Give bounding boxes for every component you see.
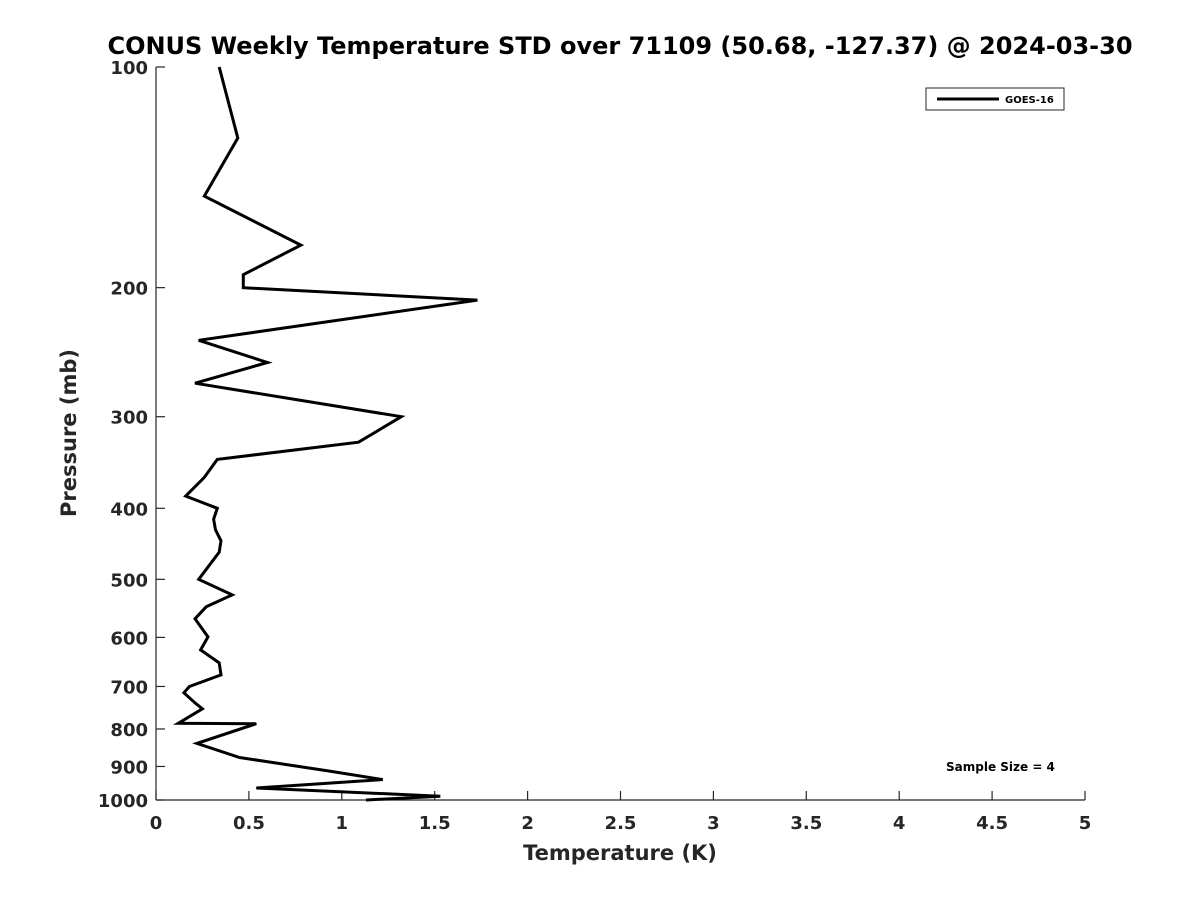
y-tick-label: 600: [110, 628, 148, 649]
x-tick-label: 1.5: [419, 813, 451, 834]
x-tick-label: 4: [893, 813, 906, 834]
y-tick-label: 900: [110, 757, 148, 778]
x-tick-label: 3: [707, 813, 720, 834]
y-tick-label: 700: [110, 677, 148, 698]
x-axis-label: Temperature (K): [523, 841, 717, 865]
x-tick-label: 4.5: [976, 813, 1008, 834]
sample-size-annotation: Sample Size = 4: [946, 760, 1055, 774]
x-axis-ticks: 0 0.5 1 1.5 2 2.5 3 3.5 4 4.5 5: [150, 791, 1092, 834]
x-tick-label: 1: [336, 813, 349, 834]
x-tick-label: 2: [521, 813, 534, 834]
chart-title: CONUS Weekly Temperature STD over 71109 …: [107, 32, 1132, 60]
y-tick-label: 1000: [98, 791, 148, 812]
plot-background: [156, 67, 1085, 800]
y-tick-label: 200: [110, 279, 148, 300]
x-tick-label: 5: [1079, 813, 1092, 834]
y-tick-label: 300: [110, 408, 148, 429]
y-tick-label: 400: [110, 499, 148, 520]
x-tick-label: 0.5: [233, 813, 265, 834]
legend-entry-goes-16: GOES-16: [1005, 95, 1054, 106]
y-tick-label: 800: [110, 720, 148, 741]
y-tick-label: 100: [110, 58, 148, 79]
y-axis-label: Pressure (mb): [57, 349, 81, 517]
plot-area: [156, 67, 1085, 800]
series-line-goes-16: [172, 66, 478, 802]
legend: GOES-16: [925, 87, 1065, 111]
x-tick-label: 3.5: [790, 813, 822, 834]
y-tick-label: 500: [110, 570, 148, 591]
y-axis-ticks: 100 200 300 400 500 600 700 800 900 1000: [98, 58, 165, 812]
x-tick-label: 2.5: [605, 813, 637, 834]
x-tick-label: 0: [150, 813, 163, 834]
